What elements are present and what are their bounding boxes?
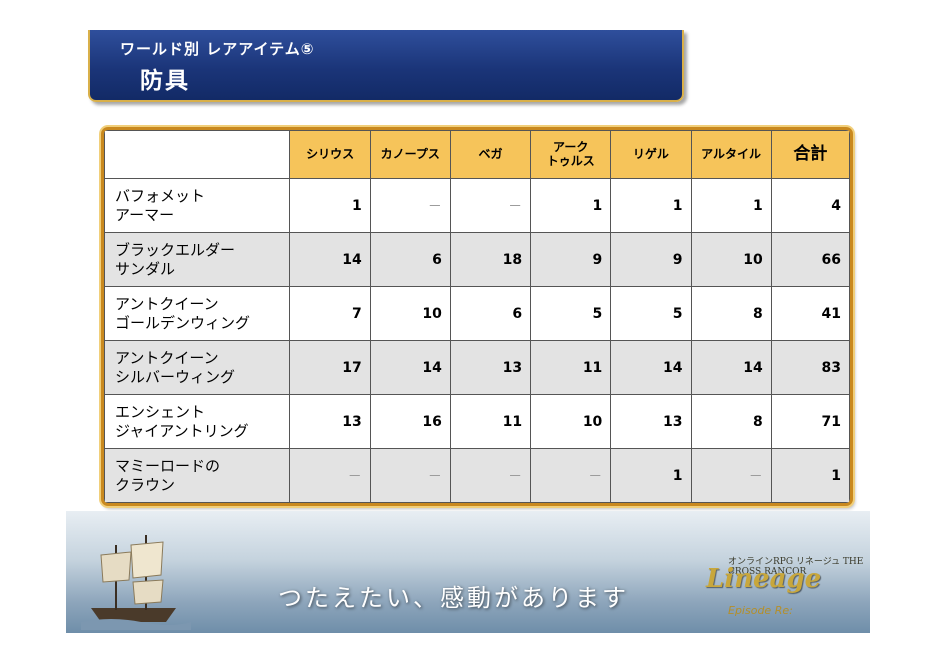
value-cell: － [289,448,371,503]
value-cell: 11 [449,394,532,449]
value-cell: 9 [610,232,692,287]
value-cell: 13 [449,340,532,395]
value-cell: － [449,178,532,233]
header-altair: アルタイル [690,130,772,179]
item-name-line: アーマー [115,205,175,224]
item-name-line: マミーロードの [115,456,221,475]
header-total: 合計 [770,130,850,179]
value-cell: － [369,178,451,233]
value-cell: 14 [610,340,692,395]
logo-episode: Episode Re: [728,604,793,617]
item-name-cell: アントクイーン ゴールデンウィング [104,286,291,341]
value-cell: 14 [369,340,451,395]
value-cell: 5 [530,286,612,341]
value-cell: 10 [690,232,772,287]
value-cell: 1 [530,178,612,233]
item-name-line: クラウン [115,475,176,494]
value-cell: 1 [770,448,850,503]
value-cell: 16 [369,394,451,449]
table-header-row: シリウス カノープス ベガ アーク トゥルス リゲル アルタイル 合計 [104,130,850,179]
value-cell: 18 [449,232,532,287]
header-arcturus-line1: アーク [553,139,589,154]
value-cell: 1 [610,178,692,233]
value-cell: 14 [690,340,772,395]
item-name-line: バフォメット [115,186,206,205]
title-box: ワールド別 レアアイテム⑤ 防具 [88,30,684,102]
header-canopus: カノープス [369,130,451,179]
item-name-line: ブラックエルダー [115,240,236,259]
value-cell: 6 [449,286,532,341]
item-name-line: ジャイアントリング [115,421,249,440]
value-cell: 41 [770,286,850,341]
table-row: アントクイーン シルバーウィング 17 14 13 11 14 14 83 [104,340,850,395]
sailing-ship-image [81,535,191,630]
value-cell: 10 [530,394,612,449]
value-cell: － [530,448,612,503]
value-cell: 83 [770,340,850,395]
title-subtitle: ワールド別 レアアイテム⑤ [120,40,315,58]
table-row: アントクイーン ゴールデンウィング 7 10 6 5 5 8 41 [104,286,850,341]
table-row: エンシェント ジャイアントリング 13 16 11 10 13 8 71 [104,394,850,449]
value-cell: 6 [369,232,451,287]
value-cell: 8 [690,394,772,449]
slogan-text: つたえたい、感動があります [278,584,629,612]
title-main: 防具 [140,68,190,94]
item-name-cell: マミーロードの クラウン [104,448,291,503]
header-arcturus-line2: トゥルス [546,153,595,168]
value-cell: 7 [289,286,371,341]
item-name-line: アントクイーン [115,294,219,313]
table-row: マミーロードの クラウン－－－－ 1 － 1 [104,448,850,503]
value-cell: 4 [770,178,850,233]
table-row: バフォメット アーマー 1 －－ 1 1 1 4 [104,178,850,233]
header-corner [104,130,291,179]
lineage-logo: オンラインRPG リネージュ THE CROSS RANCOR Lineage … [706,550,866,625]
item-name-cell: ブラックエルダー サンダル [104,232,291,287]
slide: ワールド別 レアアイテム⑤ 防具 シリウス カノープス ベガ アーク トゥルス リ… [66,30,870,633]
item-name-cell: エンシェント ジャイアントリング [104,394,291,449]
value-cell: 1 [690,178,772,233]
header-arcturus: アーク トゥルス [530,130,612,179]
rare-item-table: シリウス カノープス ベガ アーク トゥルス リゲル アルタイル 合計 バフォメッ… [101,127,853,506]
value-cell: 11 [530,340,612,395]
item-name-line: シルバーウィング [115,367,236,386]
value-cell: 14 [289,232,371,287]
header-sirius: シリウス [289,130,371,179]
value-cell: － [449,448,532,503]
footer-banner [66,511,870,633]
value-cell: － [690,448,772,503]
item-name-cell: バフォメット アーマー [104,178,291,233]
value-cell: 5 [610,286,692,341]
value-cell: 66 [770,232,850,287]
value-cell: 10 [369,286,451,341]
value-cell: 1 [610,448,692,503]
table-row: ブラックエルダー サンダル 14 6 18 9 9 10 66 [104,232,850,287]
value-cell: 71 [770,394,850,449]
item-name-cell: アントクイーン シルバーウィング [104,340,291,395]
value-cell: 1 [289,178,371,233]
value-cell: 9 [530,232,612,287]
value-cell: 8 [690,286,772,341]
value-cell: 17 [289,340,371,395]
header-rigel: リゲル [610,130,692,179]
item-name-line: サンダル [115,259,176,278]
item-name-line: エンシェント [115,402,206,421]
value-cell: 13 [289,394,371,449]
item-name-line: ゴールデンウィング [115,313,251,332]
header-vega: ベガ [449,130,532,179]
logo-caption: オンラインRPG リネージュ THE CROSS RANCOR [728,557,864,577]
value-cell: 13 [610,394,692,449]
logo-wordmark: Lineage [706,564,822,594]
value-cell: － [369,448,451,503]
item-name-line: アントクイーン [115,348,219,367]
